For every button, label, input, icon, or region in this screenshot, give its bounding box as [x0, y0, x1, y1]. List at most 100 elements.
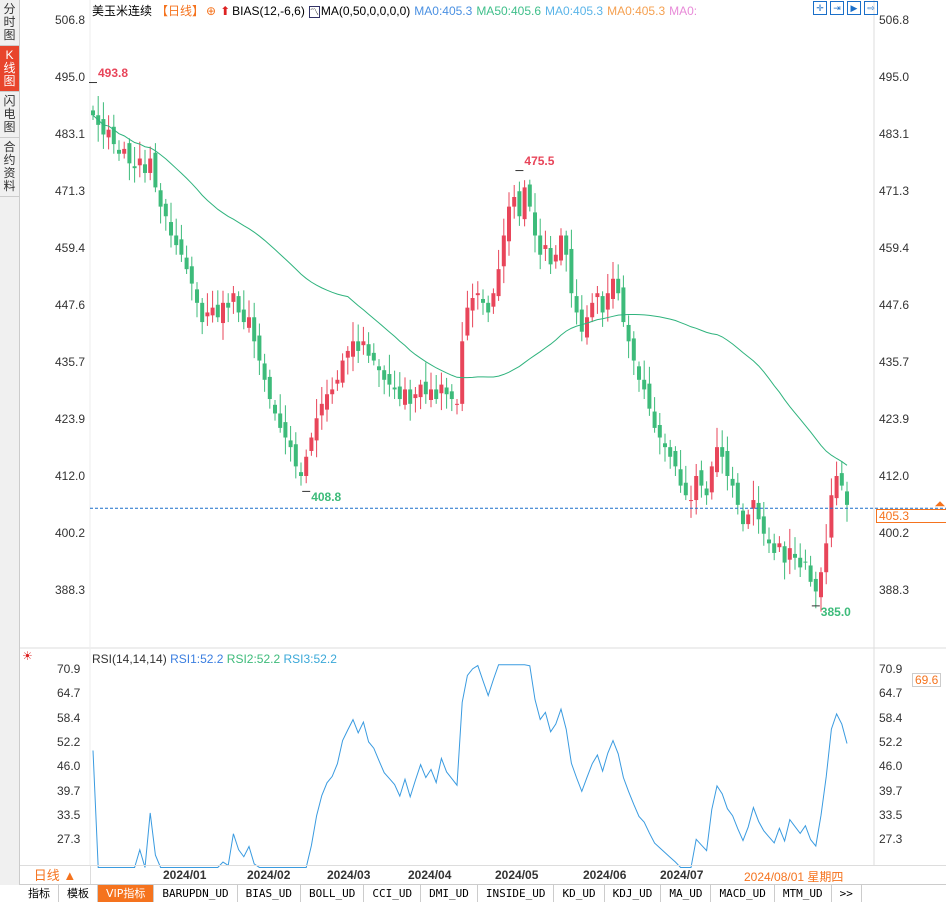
- candle: [361, 326, 366, 355]
- indicator-tab[interactable]: CCI_UD: [364, 885, 422, 902]
- candle: [205, 293, 210, 326]
- end-icon[interactable]: ⇨: [864, 1, 878, 15]
- indicator-tab[interactable]: 指标: [20, 885, 59, 902]
- candle: [314, 399, 319, 458]
- ma-value-2: MA50:405.6: [476, 4, 542, 18]
- candle: [137, 141, 142, 178]
- candle: [444, 377, 449, 409]
- sidebar: 分时图 K线图 闪电图 合约资料: [0, 0, 20, 885]
- ma-value-5: MA0:: [669, 4, 698, 18]
- candle: [340, 353, 345, 388]
- candle: [356, 324, 361, 363]
- candle: [616, 264, 621, 301]
- indicator-tab[interactable]: 模板: [59, 885, 98, 902]
- candle: [179, 224, 184, 262]
- settings-icon[interactable]: ☀: [22, 649, 33, 663]
- rsi-axis-label-left: 46.0: [57, 759, 81, 774]
- candle: [319, 387, 324, 430]
- sidebar-tab-kline[interactable]: K线图: [0, 46, 19, 92]
- price-annotation-high2: 475.5: [524, 153, 555, 168]
- sidebar-tab-contract[interactable]: 合约资料: [0, 138, 19, 197]
- price-axis-label-left: 459.4: [55, 241, 86, 255]
- candle: [512, 184, 517, 219]
- candle: [647, 366, 652, 416]
- indicator-tab[interactable]: BIAS_UD: [238, 885, 301, 902]
- candle: [533, 193, 537, 253]
- rsi-axis-label-right: 70.9: [879, 662, 903, 676]
- candle: [715, 427, 719, 477]
- indicator-tab[interactable]: BOLL_UD: [301, 885, 365, 902]
- candle: [413, 387, 418, 413]
- candle: [200, 298, 205, 335]
- rsi-axis-label-left: 64.7: [57, 686, 81, 701]
- rsi-current-label: 69.6: [912, 673, 942, 688]
- price-axis-label-right: 471.3: [879, 183, 910, 198]
- ma50-line: [92, 114, 848, 466]
- zoom-in-icon[interactable]: ⇥: [830, 1, 844, 15]
- candle: [262, 353, 267, 392]
- price-axis-label-right: 435.7: [879, 355, 910, 369]
- indicator-tab[interactable]: >>: [832, 885, 862, 902]
- rsi-name: RSI(14,14,14): [92, 652, 167, 666]
- price-axis-label-right: 495.0: [879, 69, 910, 84]
- candle: [496, 249, 501, 301]
- period-button[interactable]: 日线 ▲: [20, 866, 91, 885]
- date-label: 2024/01: [163, 868, 207, 882]
- ma-value-4: MA0:405.3: [607, 4, 666, 18]
- candle: [195, 282, 199, 318]
- candle: [117, 140, 121, 161]
- indicator-tab[interactable]: INSIDE_UD: [478, 885, 555, 902]
- candle: [397, 372, 402, 407]
- indicator-tab[interactable]: MA_UD: [661, 885, 712, 902]
- candle: [507, 192, 511, 256]
- candle: [631, 331, 636, 375]
- price-axis-label-left: 423.9: [55, 411, 86, 426]
- indicator-tab[interactable]: DMI_UD: [421, 885, 478, 902]
- price-annotation-low2: 385.0: [820, 604, 851, 619]
- price-axis-label-right: 400.2: [879, 525, 910, 540]
- candle: [642, 360, 647, 400]
- candle: [377, 359, 381, 388]
- candle: [845, 481, 849, 522]
- period-label[interactable]: 【日线】: [156, 4, 205, 18]
- ma-indicator[interactable]: MA(0,50,0,0,0,0): [320, 4, 411, 18]
- candle: [273, 400, 277, 421]
- date-label: 2024/05: [495, 868, 539, 882]
- price-axis-label-right: 423.9: [879, 411, 910, 426]
- candle: [543, 230, 548, 261]
- candle: [455, 399, 459, 415]
- indicator-tab[interactable]: KDJ_UD: [605, 885, 662, 902]
- current-date: 2024/08/01 星期四: [744, 870, 844, 884]
- crosshair-icon[interactable]: ✛: [813, 1, 827, 15]
- sidebar-tab-flash[interactable]: 闪电图: [0, 92, 19, 138]
- date-label: 2024/03: [327, 868, 371, 882]
- candle: [709, 461, 714, 500]
- rsi-axis-label-right: 64.7: [879, 686, 903, 701]
- indicator-tab[interactable]: BARUPDN_UD: [154, 885, 238, 902]
- indicator-tab[interactable]: VIP指标: [98, 885, 155, 902]
- candle: [725, 436, 730, 491]
- candle: [689, 485, 693, 518]
- candle: [143, 149, 147, 183]
- candle: [678, 450, 683, 493]
- indicator-tab[interactable]: MTM_UD: [775, 885, 832, 902]
- add-icon[interactable]: ⊕: [206, 4, 217, 18]
- candle: [813, 571, 818, 609]
- candle: [772, 533, 777, 561]
- play-icon[interactable]: ▶: [847, 1, 861, 15]
- indicator-tab[interactable]: MACD_UD: [711, 885, 775, 902]
- date-axis: 日线 ▲ 2024/01 2024/02 2024/03 2024/04 2024/05…: [20, 865, 946, 885]
- candle: [751, 480, 756, 526]
- indicator-tab[interactable]: KD_UD: [554, 885, 605, 902]
- bias-indicator[interactable]: BIAS(12,-6,6): [232, 4, 305, 18]
- candle: [611, 261, 615, 309]
- price-axis-label-right: 388.3: [879, 583, 910, 597]
- price-axis-label-left: 412.0: [55, 469, 86, 483]
- candle: [210, 290, 215, 323]
- candle: [299, 462, 303, 486]
- candle: [127, 138, 132, 181]
- sidebar-tab-timeshare[interactable]: 分时图: [0, 0, 19, 46]
- rsi1-value: RSI1:52.2: [170, 652, 224, 666]
- candle: [491, 288, 496, 314]
